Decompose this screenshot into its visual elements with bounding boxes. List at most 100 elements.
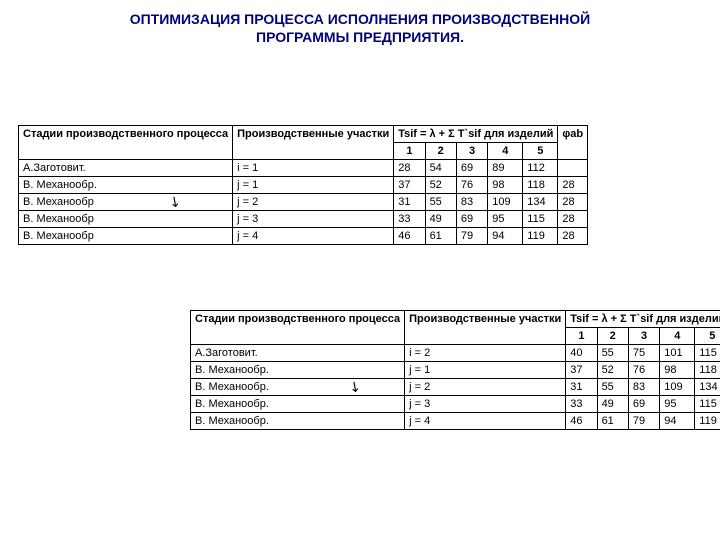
table-2: Стадии производственного процесса Произв…	[190, 310, 720, 430]
cell: 40	[566, 345, 597, 362]
page-title: ОПТИМИЗАЦИЯ ПРОЦЕССА ИСПОЛНЕНИЯ ПРОИЗВОД…	[0, 0, 720, 50]
cell: 49	[597, 396, 628, 413]
cell: 109	[660, 379, 695, 396]
title-line-1: ОПТИМИЗАЦИЯ ПРОЦЕССА ИСПОЛНЕНИЯ ПРОИЗВОД…	[130, 11, 590, 27]
col-phi: φab	[558, 126, 588, 160]
cell: 118	[695, 362, 720, 379]
cell: 79	[456, 228, 487, 245]
cell: 119	[523, 228, 558, 245]
table-1: Стадии производственного процесса Произв…	[18, 125, 588, 245]
cell-sec: j = 2	[405, 379, 566, 396]
cell-stage: В. Механообр	[19, 211, 233, 228]
col-stages: Стадии производственного процесса	[191, 311, 405, 345]
cell: 28	[558, 211, 588, 228]
cell-sec: i = 2	[405, 345, 566, 362]
cell: 28	[394, 160, 425, 177]
cell: 95	[660, 396, 695, 413]
col-sections: Производственные участки	[233, 126, 394, 160]
cell: 37	[394, 177, 425, 194]
table-row: В. Механообр. j = 4 46 61 79 94 119 40	[191, 413, 720, 430]
cell: 75	[628, 345, 659, 362]
cell: 61	[425, 228, 456, 245]
cell-sec: j = 3	[405, 396, 566, 413]
table-row: В. Механообр j = 2 31 55 83 109 134 28	[19, 194, 588, 211]
cell: 94	[660, 413, 695, 430]
cell: 69	[456, 160, 487, 177]
cell-sec: j = 3	[233, 211, 394, 228]
cell: 28	[558, 194, 588, 211]
col-formula: Tsif = λ + Σ T`sif для изделий	[566, 311, 720, 328]
cell-stage: А.Заготовит.	[191, 345, 405, 362]
cell-sec: i = 1	[233, 160, 394, 177]
col-n5: 5	[695, 328, 720, 345]
cell: 94	[488, 228, 523, 245]
cell: 134	[523, 194, 558, 211]
cell: 134	[695, 379, 720, 396]
table-row: В. Механообр j = 4 46 61 79 94 119 28	[19, 228, 588, 245]
cell: 119	[695, 413, 720, 430]
cell-sec: j = 1	[233, 177, 394, 194]
cell: 37	[566, 362, 597, 379]
cell: 28	[558, 228, 588, 245]
cell: 83	[628, 379, 659, 396]
table-row: В. Механообр. j = 1 37 52 76 98 118 28	[19, 177, 588, 194]
cell: 55	[597, 379, 628, 396]
col-n1: 1	[394, 143, 425, 160]
cell: 76	[628, 362, 659, 379]
table-row: В. Механообр j = 3 33 49 69 95 115 28	[19, 211, 588, 228]
cell: 115	[523, 211, 558, 228]
cell: 46	[394, 228, 425, 245]
cell: 52	[597, 362, 628, 379]
col-n3: 3	[456, 143, 487, 160]
cell: 69	[456, 211, 487, 228]
cell	[558, 160, 588, 177]
cell-sec: j = 4	[233, 228, 394, 245]
cell: 69	[628, 396, 659, 413]
col-n3: 3	[628, 328, 659, 345]
cell: 49	[425, 211, 456, 228]
cell: 98	[488, 177, 523, 194]
cell: 101	[660, 345, 695, 362]
cell-stage: В. Механообр.	[19, 177, 233, 194]
table-row: А.Заготовит. i = 2 40 55 75 101 115	[191, 345, 720, 362]
cell: 115	[695, 345, 720, 362]
cell-sec: j = 4	[405, 413, 566, 430]
cell: 52	[425, 177, 456, 194]
table-row: Стадии производственного процесса Произв…	[191, 311, 720, 328]
table-row: В. Механообр. j = 2 31 55 83 109 134 40	[191, 379, 720, 396]
table-row: А.Заготовит. i = 1 28 54 69 89 112	[19, 160, 588, 177]
col-sections: Производственные участки	[405, 311, 566, 345]
cell: 54	[425, 160, 456, 177]
table-row: В. Механообр. j = 3 33 49 69 95 115 40	[191, 396, 720, 413]
cell-stage: В. Механообр	[19, 228, 233, 245]
cell: 61	[597, 413, 628, 430]
table-2-wrap: ↘ Стадии производственного процесса Прои…	[190, 310, 710, 430]
col-n1: 1	[566, 328, 597, 345]
cell-sec: j = 2	[233, 194, 394, 211]
cell: 46	[566, 413, 597, 430]
cell-sec: j = 1	[405, 362, 566, 379]
cell-stage: В. Механообр.	[191, 396, 405, 413]
cell: 89	[488, 160, 523, 177]
col-n2: 2	[425, 143, 456, 160]
cell: 31	[566, 379, 597, 396]
col-n4: 4	[660, 328, 695, 345]
cell-stage: В. Механообр.	[191, 379, 405, 396]
cell: 79	[628, 413, 659, 430]
cell-stage: В. Механообр	[19, 194, 233, 211]
cell: 112	[523, 160, 558, 177]
cell: 28	[558, 177, 588, 194]
cell: 95	[488, 211, 523, 228]
cell-stage: В. Механообр.	[191, 362, 405, 379]
cell: 76	[456, 177, 487, 194]
col-n5: 5	[523, 143, 558, 160]
table-1-wrap: ↘ Стадии производственного процесса Прои…	[18, 125, 528, 245]
cell: 55	[425, 194, 456, 211]
cell: 98	[660, 362, 695, 379]
cell: 33	[394, 211, 425, 228]
table-row: Стадии производственного процесса Произв…	[19, 126, 588, 143]
col-formula: Tsif = λ + Σ T`sif для изделий	[394, 126, 558, 143]
cell-stage: В. Механообр.	[191, 413, 405, 430]
col-n4: 4	[488, 143, 523, 160]
cell-stage: А.Заготовит.	[19, 160, 233, 177]
